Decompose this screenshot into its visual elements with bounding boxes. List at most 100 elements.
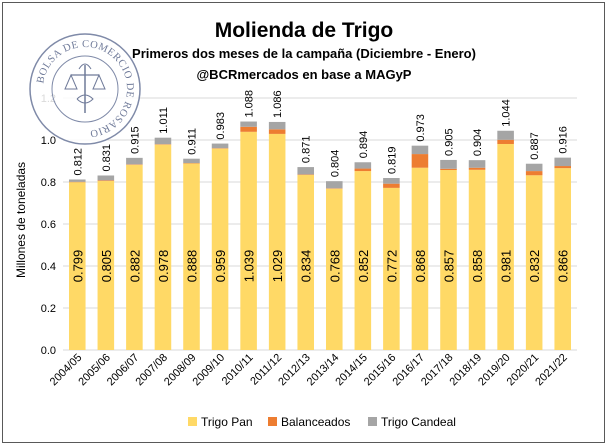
inner-label: 1.029: [270, 250, 285, 283]
bar-trigo-pan: [154, 144, 172, 350]
total-label: 0.812: [72, 148, 84, 176]
y-tick-label: 0.2: [41, 303, 56, 315]
bar-balanceados: [468, 167, 486, 170]
bar-trigo-candeal: [354, 162, 372, 169]
inner-label: 0.857: [442, 250, 457, 283]
inner-label: 0.959: [213, 250, 228, 283]
bar-trigo-candeal: [411, 145, 429, 155]
legend-label: Trigo Pan: [201, 415, 253, 429]
bar-trigo-candeal: [554, 157, 572, 167]
x-tick-label: 2009/10: [191, 352, 228, 389]
bar-balanceados: [354, 168, 372, 172]
bar-trigo-candeal: [497, 130, 514, 140]
y-tick-label: 0.0: [41, 345, 56, 357]
legend-swatch: [268, 417, 277, 426]
total-label: 0.911: [187, 128, 199, 155]
total-label: 1.044: [501, 99, 513, 127]
inner-label: 0.805: [99, 250, 114, 283]
inner-label: 0.799: [70, 250, 85, 283]
bar-trigo-candeal: [440, 159, 457, 169]
total-label: 0.887: [529, 132, 541, 160]
bar-trigo-candeal: [97, 175, 115, 181]
bar-balanceados: [383, 183, 400, 188]
inner-label: 1.039: [242, 250, 257, 283]
y-tick-label: 0.4: [41, 261, 56, 273]
inner-labels: 0.799 0.805 0.882 0.978 0.888 0.959 1.039 1.029…: [70, 250, 570, 283]
total-label: 1.088: [244, 90, 256, 118]
bar-trigo-pan: [354, 171, 372, 350]
total-label: 0.905: [444, 128, 456, 156]
chart-title: Molienda de Trigo: [215, 19, 394, 42]
legend-label: Trigo Candeal: [381, 415, 456, 429]
bar-trigo-pan: [525, 175, 543, 350]
bar-trigo-candeal: [468, 160, 486, 168]
bar-trigo-candeal: [325, 181, 343, 189]
inner-label: 0.772: [384, 250, 399, 283]
bar-trigo-pan: [383, 187, 400, 350]
legend: Trigo Pan Balanceados Trigo Candeal: [188, 415, 456, 429]
x-tick-labels: 2004/052005/062006/072007/082008/092009/…: [48, 352, 570, 389]
inner-label: 0.888: [185, 250, 200, 283]
total-label: 0.916: [558, 126, 570, 154]
inner-label: 0.882: [127, 250, 142, 283]
inner-label: 0.834: [299, 250, 314, 283]
bar-balanceados: [411, 154, 429, 168]
bar-trigo-candeal: [126, 157, 143, 165]
bar-trigo-pan: [440, 170, 457, 350]
total-label: 0.871: [301, 136, 313, 164]
legend-swatch: [188, 417, 197, 426]
bar-trigo-pan: [97, 180, 115, 350]
bar-balanceados: [525, 171, 543, 176]
y-tick-label: 0.6: [41, 219, 56, 231]
bar-trigo-candeal: [240, 121, 257, 127]
total-label: 0.915: [129, 126, 141, 154]
inner-label: 0.978: [156, 250, 171, 283]
y-tick-label: 1.0: [41, 135, 56, 147]
bar-trigo-pan: [497, 143, 514, 350]
chart-svg: Molienda de Trigo Primeros dos meses de …: [14, 19, 577, 429]
bar-balanceados: [240, 126, 257, 132]
bar-balanceados: [97, 180, 115, 181]
total-label: 0.973: [415, 114, 427, 142]
inner-label: 0.858: [470, 250, 485, 283]
x-tick-label: 2021/22: [533, 352, 570, 389]
total-label: 0.804: [329, 150, 341, 178]
total-label: 0.983: [215, 112, 227, 140]
bar-balanceados: [268, 129, 286, 134]
bar-trigo-candeal: [383, 178, 400, 184]
inner-label: 0.852: [356, 250, 371, 283]
seal-logo: BOLSA DE COMERCIO DE ROSARIO: [29, 33, 141, 145]
legend-swatch: [368, 417, 377, 426]
bar-trigo-pan: [126, 164, 143, 350]
inner-label: 0.866: [556, 250, 571, 283]
bar-trigo-candeal: [525, 163, 543, 172]
inner-label: 0.868: [413, 250, 428, 283]
y-tick-label: 0.8: [41, 177, 56, 189]
total-label: 1.086: [272, 90, 284, 118]
inner-label: 0.832: [527, 250, 542, 283]
chart-source: @BCRmercados en base a MAGyP: [197, 67, 412, 82]
bar-trigo-pan: [297, 174, 315, 350]
bar-trigo-candeal: [211, 143, 229, 149]
bar-trigo-candeal: [154, 137, 172, 145]
bar-trigo-pan: [211, 148, 229, 350]
legend-label: Balanceados: [281, 415, 350, 429]
total-labels: 0.812 0.831 0.915 1.011 0.911 0.983 1.088 1.086…: [72, 90, 569, 177]
bar-balanceados: [554, 166, 572, 169]
bar-trigo-pan: [268, 133, 286, 350]
total-label: 0.819: [386, 146, 398, 174]
total-label: 0.831: [101, 144, 113, 172]
bar-trigo-pan: [468, 169, 486, 350]
bar-trigo-pan: [183, 163, 200, 350]
bar-trigo-pan: [325, 188, 343, 350]
inner-label: 0.768: [327, 250, 342, 283]
bar-trigo-candeal: [297, 167, 315, 175]
total-label: 0.904: [472, 129, 484, 157]
inner-label: 0.981: [499, 250, 514, 283]
chart-subtitle: Primeros dos meses de la campaña (Diciem…: [132, 46, 476, 61]
bar-balanceados: [440, 168, 457, 171]
bar-trigo-pan: [411, 167, 429, 350]
bar-trigo-candeal: [68, 179, 86, 182]
total-label: 0.894: [358, 131, 370, 159]
y-axis-label: Millones de toneladas: [14, 162, 28, 278]
